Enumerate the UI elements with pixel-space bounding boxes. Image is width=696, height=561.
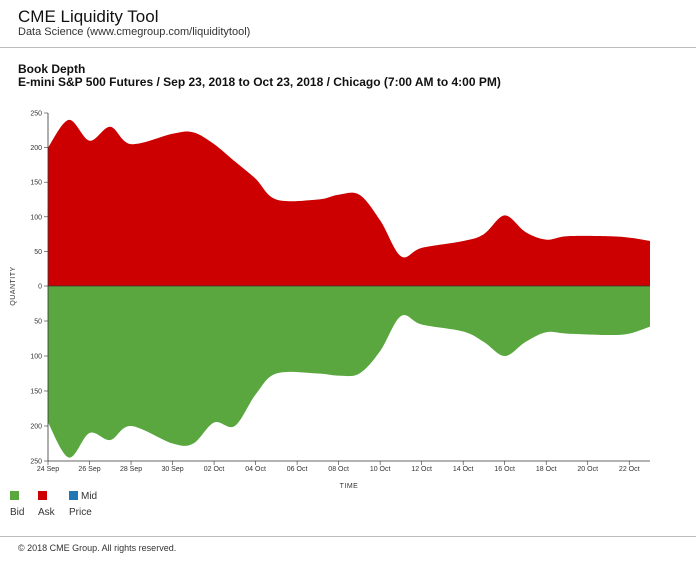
y-tick-label-bid-100: 100: [30, 354, 42, 361]
x-tick-label-5: 04 Oct: [245, 466, 266, 473]
x-tick-label-8: 10 Oct: [370, 466, 391, 473]
legend-item-ask[interactable]: Ask: [38, 491, 82, 521]
legend-label-bid: Bid: [10, 507, 25, 518]
y-tick-label-bid-200: 200: [30, 424, 42, 431]
y-tick-label-bid-150: 150: [30, 389, 42, 396]
x-tick-label-0: 24 Sep: [37, 466, 59, 473]
x-tick-label-1: 26 Sep: [78, 466, 100, 473]
x-tick-label-4: 02 Oct: [204, 466, 225, 473]
x-tick-label-9: 12 Oct: [411, 466, 432, 473]
x-axis-title: TIME: [340, 483, 359, 490]
x-tick-label-6: 06 Oct: [287, 466, 308, 473]
x-tick-label-14: 22 Oct: [619, 466, 640, 473]
x-tick-label-3: 30 Sep: [161, 466, 183, 473]
legend-label-price: Price: [69, 507, 92, 518]
y-tick-label-bid-50: 50: [34, 319, 42, 326]
y-tick-label-ask-100: 100: [30, 214, 42, 221]
x-tick-label-2: 28 Sep: [120, 466, 142, 473]
ask-area: [48, 119, 650, 286]
copyright-footer: © 2018 CME Group. All rights reserved.: [18, 543, 177, 553]
x-tick-label-7: 08 Oct: [328, 466, 349, 473]
x-tick-label-12: 18 Oct: [536, 466, 557, 473]
header-divider: [0, 47, 696, 48]
app-title: CME Liquidity Tool: [18, 7, 159, 26]
legend-item-bid[interactable]: Bid: [10, 491, 54, 521]
bid-swatch-icon: [10, 491, 19, 500]
y-tick-label-ask-200: 200: [30, 145, 42, 152]
chart-title: Book Depth: [18, 62, 86, 76]
ask-swatch-icon: [38, 491, 47, 500]
y-tick-label-ask-150: 150: [30, 180, 42, 187]
x-tick-label-10: 14 Oct: [453, 466, 474, 473]
x-tick-label-11: 16 Oct: [494, 466, 515, 473]
chart-subtitle: E-mini S&P 500 Futures / Sep 23, 2018 to…: [18, 75, 501, 89]
mid-price-swatch-icon: [69, 491, 78, 500]
y-tick-label-ask-0: 0: [38, 284, 42, 291]
y-tick-label-ask-250: 250: [30, 111, 42, 118]
y-axis-title: QUANTITY: [10, 266, 17, 305]
bid-area: [48, 286, 650, 458]
y-tick-label-ask-50: 50: [34, 249, 42, 256]
legend-label-ask: Ask: [38, 507, 55, 518]
legend-label-mid: Mid: [81, 491, 98, 502]
footer-divider: [0, 536, 696, 537]
x-tick-label-13: 20 Oct: [577, 466, 598, 473]
app-subtitle: Data Science (www.cmegroup.com/liquidity…: [18, 26, 251, 38]
legend-item-mid-price[interactable]: Mid Price: [69, 491, 113, 521]
y-tick-label-bid-250: 250: [30, 459, 42, 466]
